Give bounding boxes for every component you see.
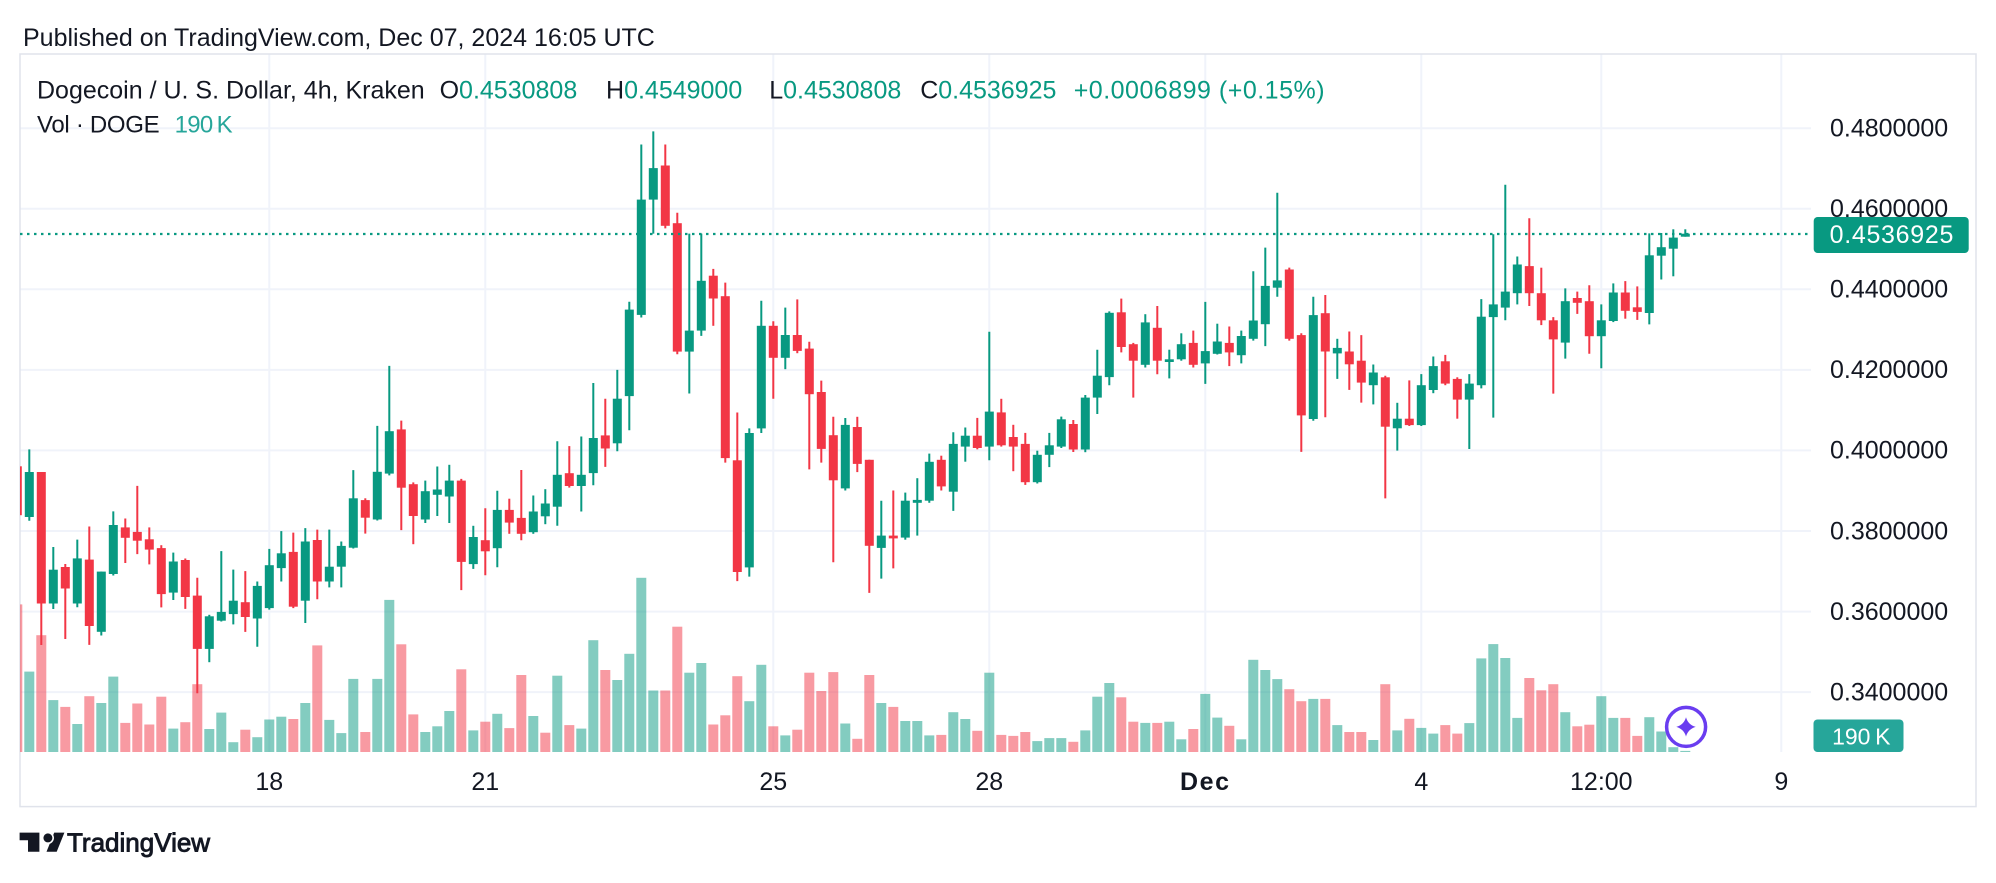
svg-text:Dec: Dec [1180, 768, 1231, 796]
svg-text:0.4536925: 0.4536925 [1830, 221, 1954, 249]
svg-text:190 K: 190 K [1832, 724, 1891, 750]
svg-text:0.3400000: 0.3400000 [1830, 678, 1948, 706]
svg-text:4: 4 [1414, 768, 1428, 796]
svg-text:0.4000000: 0.4000000 [1830, 437, 1948, 465]
svg-text:28: 28 [975, 768, 1003, 796]
svg-text:18: 18 [255, 768, 283, 796]
svg-text:TradingView: TradingView [67, 828, 210, 858]
svg-text:Published on TradingView.com,: Published on TradingView.com, Dec 07, 20… [23, 24, 655, 52]
svg-text:0.4200000: 0.4200000 [1830, 356, 1948, 384]
svg-text:Dogecoin / U. S. Dollar, 4h, K: Dogecoin / U. S. Dollar, 4h, Kraken [37, 77, 425, 105]
svg-text:0.3600000: 0.3600000 [1830, 598, 1948, 626]
svg-text:0.4400000: 0.4400000 [1830, 276, 1948, 304]
svg-text:0.4800000: 0.4800000 [1830, 115, 1948, 143]
svg-text:Vol · DOGE: Vol · DOGE [37, 112, 159, 139]
svg-text:190 K: 190 K [175, 112, 233, 139]
svg-text:12:00: 12:00 [1570, 768, 1633, 796]
svg-text:21: 21 [471, 768, 499, 796]
svg-text:25: 25 [759, 768, 787, 796]
svg-text:0.3800000: 0.3800000 [1830, 517, 1948, 545]
svg-text:9: 9 [1774, 768, 1788, 796]
